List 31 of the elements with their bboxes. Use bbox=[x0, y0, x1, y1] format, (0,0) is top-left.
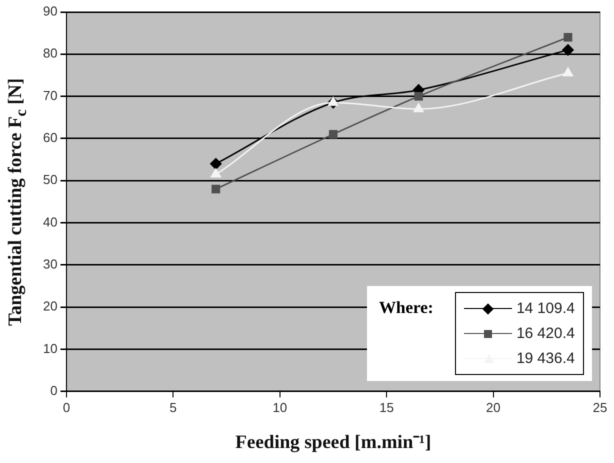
x-tick-label: 5 bbox=[170, 400, 177, 415]
legend-label: 16 420.4 bbox=[516, 325, 575, 342]
y-tick-label: 60 bbox=[42, 130, 58, 146]
legend-label: 14 109.4 bbox=[516, 300, 575, 318]
y-tick-label: 80 bbox=[42, 46, 58, 61]
y-tick-label: 0 bbox=[50, 382, 58, 398]
point bbox=[562, 44, 574, 56]
point bbox=[210, 168, 221, 178]
x-axis-title: Feeding speed [m.min⁻¹] bbox=[235, 431, 432, 454]
y-tick-label: 10 bbox=[42, 340, 58, 356]
point bbox=[414, 92, 423, 101]
y-tick-label: 70 bbox=[42, 88, 58, 103]
legend-label: 19 436.4 bbox=[516, 350, 575, 368]
point bbox=[328, 96, 338, 106]
x-tick-label: 25 bbox=[592, 400, 608, 415]
point bbox=[564, 33, 572, 42]
x-tick-label: 15 bbox=[379, 400, 394, 415]
y-tick-label: 50 bbox=[42, 172, 58, 188]
point bbox=[210, 158, 222, 170]
point bbox=[562, 67, 574, 76]
y-tick-label: 90 bbox=[42, 4, 58, 19]
point bbox=[328, 130, 338, 139]
y-tick-label: 40 bbox=[42, 214, 58, 230]
y-tick-label: 30 bbox=[42, 256, 58, 272]
y-tick-label: 20 bbox=[42, 298, 58, 314]
x-tick-label: 0 bbox=[62, 400, 70, 415]
x-tick-label: 10 bbox=[272, 400, 288, 415]
x-tick-label: 20 bbox=[486, 400, 501, 415]
legend-title: Where: bbox=[379, 298, 434, 318]
point bbox=[414, 103, 424, 112]
point bbox=[212, 184, 220, 194]
